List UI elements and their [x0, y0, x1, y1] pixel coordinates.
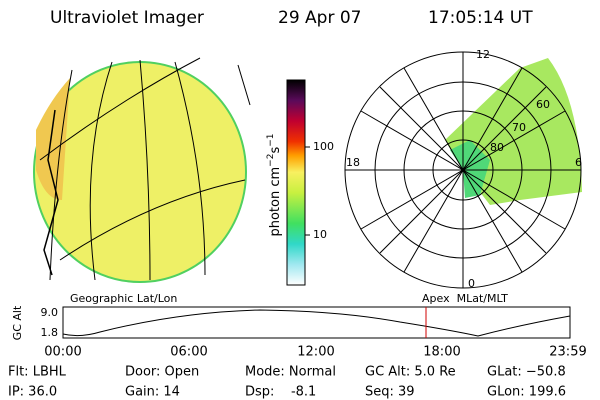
status-field: Seq: 39 [365, 385, 415, 400]
colorbar [286, 79, 306, 286]
hour-label: 0 [468, 277, 475, 290]
geo-image [33, 57, 251, 283]
status-field: Door: Open [125, 365, 199, 380]
status-field: IP: 36.0 [8, 385, 57, 400]
altitude-curve [62, 309, 571, 337]
plot-right-label: Apex MLat/MLT [422, 292, 508, 305]
x-tick-label: 18:00 [423, 345, 460, 360]
status-field: Dsp: -8.1 [245, 385, 316, 400]
y-tick-label: 9.0 [41, 306, 59, 319]
label-exp: −1 [266, 133, 276, 146]
x-tick-label: 23:59 [549, 345, 586, 360]
status-field: Mode: Normal [245, 365, 336, 380]
status-field: Flt: LBHL [8, 365, 67, 380]
date: 29 Apr 07 [278, 8, 361, 28]
lat-label: 60 [536, 98, 550, 111]
plot-ylabel: GC Alt [11, 305, 24, 340]
footer: Flt: LBHL Door: Open Mode: Normal GC Alt: 5… [8, 365, 566, 400]
x-tick-label: 06:00 [170, 345, 207, 360]
hour-label: 6 [575, 156, 582, 169]
status-field: GLon: 199.6 [487, 385, 566, 400]
colorbar-tick-label: 100 [313, 140, 334, 153]
hour-label: 12 [476, 48, 490, 61]
x-tick-label: 12:00 [297, 345, 334, 360]
plot-frame [62, 306, 571, 339]
colorbar-label: photon cm−2s−1 [266, 133, 283, 236]
hour-label: 18 [346, 156, 360, 169]
status-field: Gain: 14 [125, 385, 180, 400]
colorbar-tick-label: 10 [313, 228, 327, 241]
lat-label: 70 [512, 121, 526, 134]
plot-left-label: Geographic Lat/Lon [70, 292, 177, 305]
label-unit: s [268, 147, 283, 154]
label-base: photon cm [268, 167, 283, 237]
label-exp: −2 [266, 154, 276, 167]
x-tick-label: 00:00 [44, 345, 81, 360]
time: 17:05:14 UT [428, 8, 533, 28]
polar-plot [344, 51, 582, 289]
status-field: GC Alt: 5.0 Re [365, 365, 456, 380]
lat-label: 80 [490, 141, 504, 154]
instrument: Ultraviolet Imager [50, 8, 204, 28]
y-tick-label: 1.8 [41, 326, 59, 339]
status-field: GLat: −50.8 [487, 365, 566, 380]
